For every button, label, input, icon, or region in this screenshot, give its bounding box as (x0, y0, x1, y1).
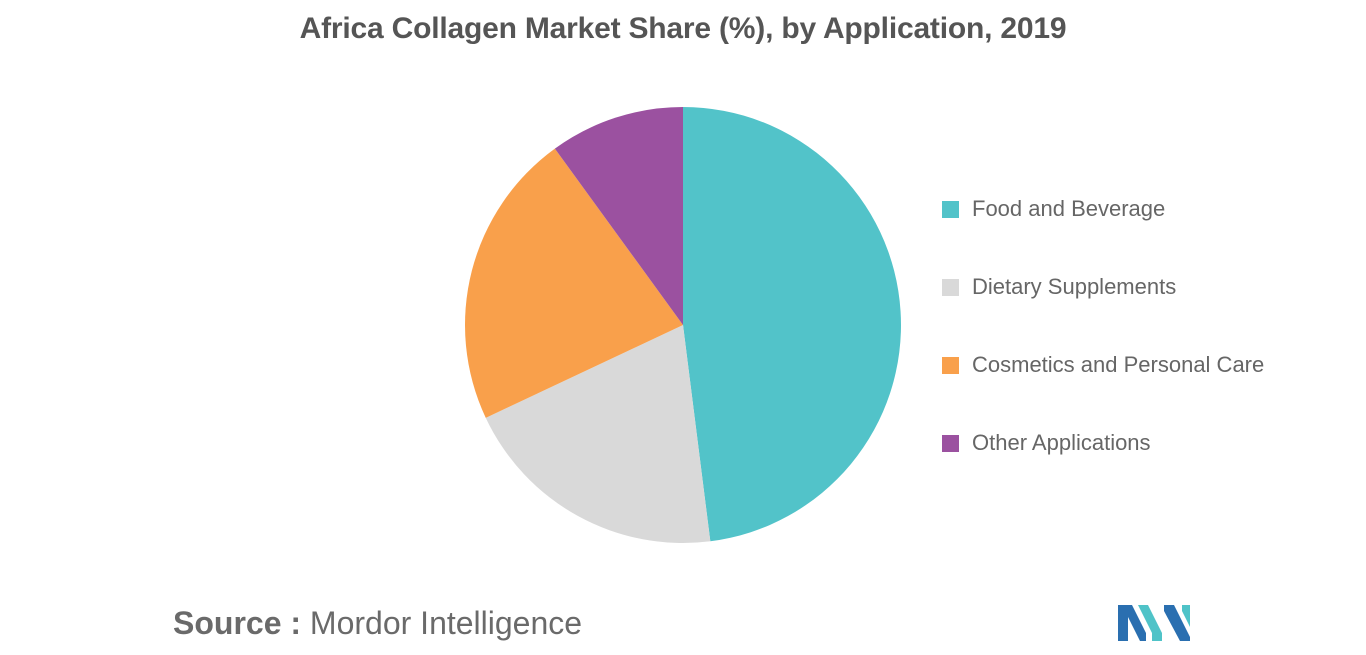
source-label: Source : (173, 605, 302, 641)
legend-label: Dietary Supplements (972, 274, 1177, 299)
logo-shape-right-bar (1182, 605, 1190, 627)
legend: Food and Beverage Dietary Supplements Co… (942, 190, 1264, 502)
legend-swatch (942, 278, 959, 296)
legend-item-food-and-beverage: Food and Beverage (942, 190, 1264, 228)
pie-slice-food-and-beverage (683, 107, 901, 542)
legend-item-dietary-supplements: Dietary Supplements (942, 268, 1264, 306)
legend-swatch (942, 356, 959, 374)
logo-shape-right (1164, 605, 1190, 641)
logo-shape-middle (1138, 605, 1162, 641)
logo-shape-left (1118, 605, 1146, 641)
pie-slice-dietary-supplements (485, 325, 711, 543)
pie-slice-cosmetics-and-personal-care (464, 148, 683, 418)
legend-label: Food and Beverage (972, 196, 1166, 221)
pie-slice-other-applications (554, 106, 683, 325)
legend-item-cosmetics-and-personal-care: Cosmetics and Personal Care (942, 346, 1264, 384)
legend-swatch (942, 434, 959, 452)
mordor-intelligence-logo-icon (1118, 605, 1190, 641)
source-note: Source : Mordor Intelligence (173, 605, 582, 642)
legend-label: Other Applications (972, 430, 1151, 455)
legend-label: Cosmetics and Personal Care (972, 352, 1265, 377)
legend-item-other-applications: Other Applications (942, 424, 1264, 462)
legend-swatch (942, 200, 959, 218)
source-text: Mordor Intelligence (309, 605, 583, 641)
chart-title: Africa Collagen Market Share (%), by App… (299, 12, 1067, 45)
